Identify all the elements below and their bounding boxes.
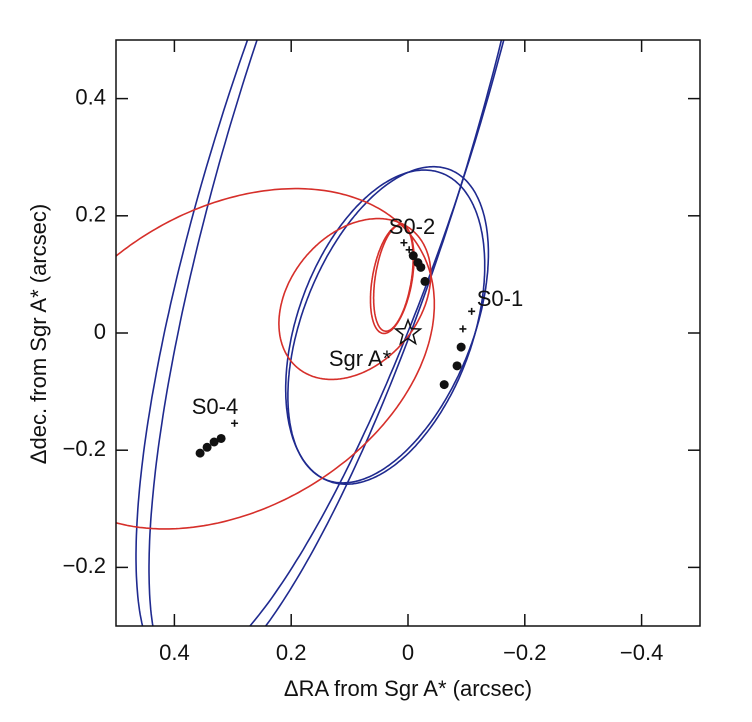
sgr-a-star <box>393 317 423 346</box>
y-tick-label: 0.2 <box>75 202 106 227</box>
star-position <box>452 361 462 371</box>
orbit <box>284 169 486 485</box>
star-position-cross <box>468 307 476 315</box>
x-tick-label: 0.4 <box>159 640 190 665</box>
source-label: Sgr A* <box>329 346 392 371</box>
star-position-cross <box>400 239 408 247</box>
orbit <box>372 223 414 332</box>
star-position <box>456 342 466 352</box>
star-position-cross <box>231 419 239 427</box>
x-tick-label: −0.4 <box>620 640 663 665</box>
orbit <box>369 223 415 335</box>
star-label: S0-2 <box>389 214 435 239</box>
star-position <box>209 437 219 447</box>
orbit <box>287 165 490 484</box>
orbit <box>116 187 436 530</box>
star-position <box>202 442 212 452</box>
y-tick-label: −0.2 <box>63 553 106 578</box>
orbit <box>148 40 503 626</box>
x-tick-label: 0.2 <box>276 640 307 665</box>
star-position-cross <box>459 325 467 333</box>
orbit <box>135 40 505 626</box>
star-position <box>416 262 426 272</box>
star-label: S0-1 <box>477 286 523 311</box>
star-position <box>216 433 226 443</box>
y-tick-label: 0 <box>94 319 106 344</box>
orbit <box>278 217 432 381</box>
star-label: S0-4 <box>192 394 238 419</box>
y-axis-label: Δdec. from Sgr A* (arcsec) <box>26 204 51 464</box>
y-tick-label: −0.2 <box>63 436 106 461</box>
x-tick-label: −0.2 <box>503 640 546 665</box>
star-position <box>420 276 430 286</box>
x-tick-label: 0 <box>402 640 414 665</box>
star-position <box>408 251 418 261</box>
orbits <box>116 40 505 626</box>
y-tick-label: 0.4 <box>75 84 106 109</box>
star-position <box>439 380 449 390</box>
x-axis-label: ΔRA from Sgr A* (arcsec) <box>284 676 532 701</box>
star-position-cross <box>405 246 413 254</box>
star-position <box>195 448 205 458</box>
